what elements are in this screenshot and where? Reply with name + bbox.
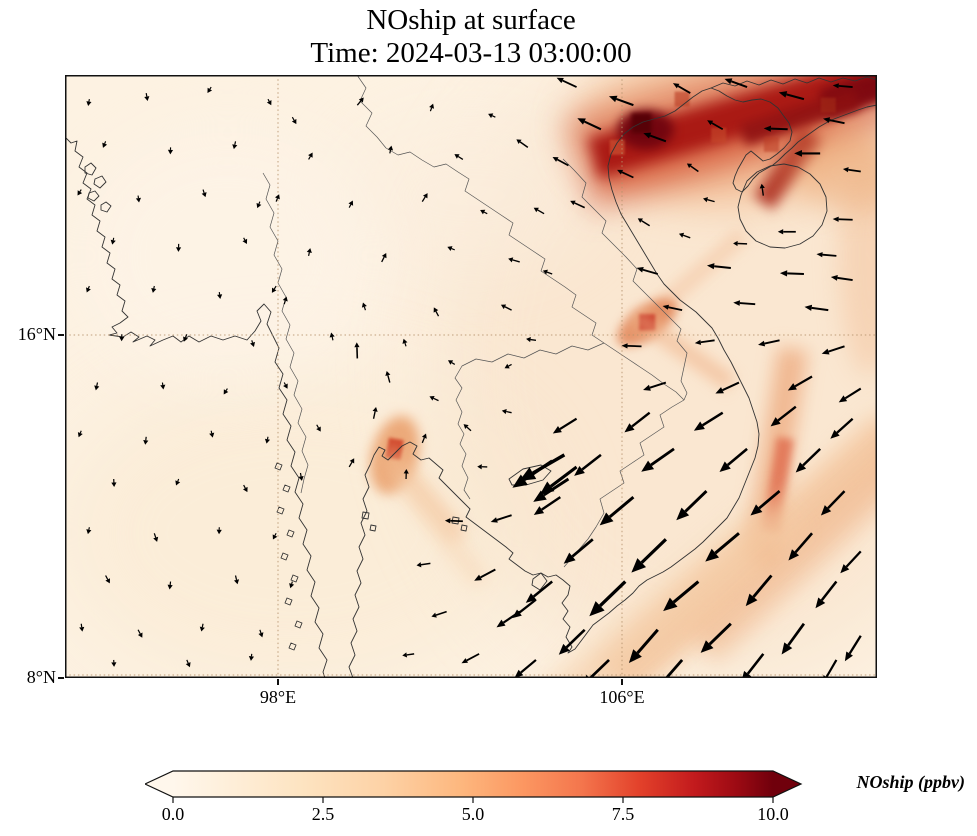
coastline-china-leizhou (732, 104, 877, 193)
mergui-islands (274, 462, 303, 651)
rakhine-islands (84, 162, 112, 213)
xtick-label-106e: 106°E (599, 687, 645, 707)
colorbar-tick-marks (172, 797, 774, 803)
colorbar-tick-label: 2.5 (311, 804, 335, 824)
border-myanmar-thailand (262, 172, 309, 494)
colorbar-tick-label: 10.0 (757, 804, 789, 824)
colorbar-tick-label: 7.5 (611, 804, 635, 824)
border-layer (262, 75, 688, 568)
ytick-mark-16n (58, 334, 64, 336)
gulf-islands (361, 511, 548, 591)
ytick-mark-8n (58, 677, 64, 679)
coastline-west (65, 136, 328, 678)
colorbar-tick-label: 0.0 (161, 804, 185, 824)
hainan-island (737, 163, 828, 249)
border-vietnam-laos (562, 158, 688, 401)
xtick-label-98e: 98°E (259, 687, 297, 707)
coastline-east (348, 87, 784, 678)
colorbar-tick-label: 5.0 (461, 804, 485, 824)
map-svg (65, 75, 877, 678)
gridline-layer (65, 75, 877, 678)
ytick-label-16n: 16°N (17, 324, 56, 344)
border-laos-thailand (356, 75, 605, 344)
plot-title-line2: Time: 2024-03-13 03:00:00 (310, 37, 632, 70)
colorbar-tick-labels: 0.0 2.5 5.0 7.5 10.0 (145, 804, 803, 826)
axes-border (65, 75, 877, 678)
xtick-mark-98e (277, 679, 279, 685)
colorbar-gradient-bar (143, 770, 803, 798)
ytick-label-8n: 8°N (26, 667, 56, 687)
colorbar-svg (143, 770, 803, 803)
colorbar-title: NOship (ppbv) (856, 772, 966, 792)
heatmap-layer (65, 75, 877, 678)
colorbar: 0.0 2.5 5.0 7.5 10.0 (143, 770, 803, 828)
coastline-layer (65, 76, 877, 678)
xtick-mark-106e (621, 679, 623, 685)
map-axes (65, 75, 877, 678)
border-cambodia-thailand (454, 342, 605, 500)
plot-title-line1: NOship at surface (366, 4, 576, 36)
plot-title: NOship at surface Time: 2024-03-13 03:00… (65, 4, 877, 71)
quiver-layer (77, 77, 862, 678)
border-cambodia-laos-vietnam (563, 342, 685, 568)
